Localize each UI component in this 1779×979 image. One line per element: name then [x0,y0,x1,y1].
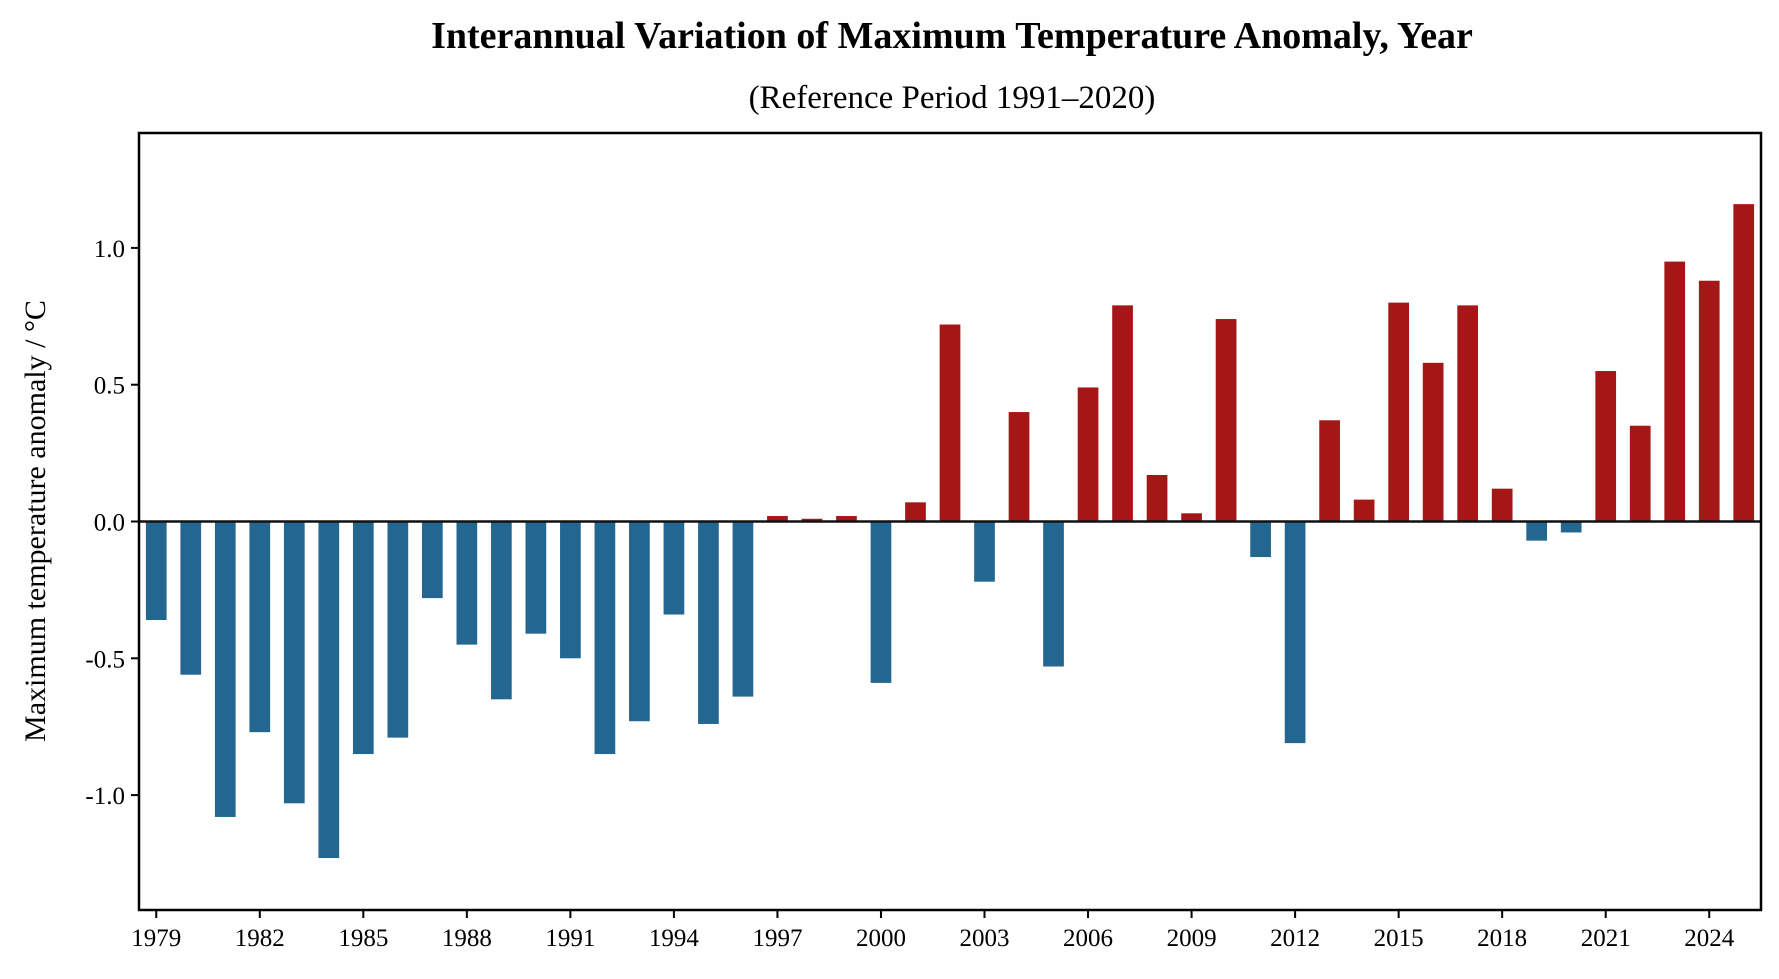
bar-1988 [456,521,478,645]
chart-title: Interannual Variation of Maximum Tempera… [431,15,1473,57]
y-tick-label: 1.0 [94,236,125,263]
bar-2001 [905,502,926,522]
bar-1997 [767,516,788,522]
bar-1983 [283,521,305,804]
y-tick-label: 0.5 [94,373,125,400]
bar-1995 [698,521,719,724]
x-tick-label: 1982 [235,925,285,952]
bar-2023 [1664,261,1686,522]
y-tick-label: -0.5 [85,646,125,673]
bar-1979 [145,521,167,620]
x-tick-label: 2021 [1581,925,1631,952]
bar-1998 [801,518,823,522]
x-tick-label: 2012 [1270,925,1320,952]
x-tick-label: 2024 [1684,925,1735,952]
bar-1991 [560,521,581,659]
bar-2019 [1526,521,1548,541]
bar-2005 [1043,521,1064,667]
x-tick-label: 2000 [856,925,906,952]
bar-2006 [1077,387,1099,522]
bar-2025 [1733,204,1755,522]
y-tick-label: -1.0 [85,783,125,810]
bar-2003 [974,521,995,582]
x-tick-label: 2009 [1167,925,1217,952]
y-ticks: -1.0 -0.5 0.0 0.5 1.0 [85,236,139,810]
bar-1994 [663,521,685,615]
bar-2011 [1250,521,1271,558]
bar-2008 [1146,474,1168,522]
bar-1989 [491,521,512,700]
bar-2016 [1422,362,1444,522]
x-tick-label: 1985 [338,925,388,952]
bar-2015 [1388,302,1409,522]
bars-group [145,204,1755,859]
bar-2000 [870,521,892,683]
chart-subtitle: (Reference Period 1991–2020) [749,80,1156,116]
bar-2004 [1008,412,1030,522]
x-tick-label: 2018 [1477,925,1527,952]
x-tick-label: 2015 [1374,925,1424,952]
x-tick-label: 2003 [960,925,1010,952]
y-axis-label: Maximum temperature anomaly / °C [19,300,52,742]
x-tick-label: 1979 [131,925,181,952]
x-tick-label: 1991 [545,925,595,952]
bar-1992 [594,521,616,755]
bar-2013 [1319,420,1340,522]
bar-2010 [1215,319,1237,522]
bar-2017 [1457,305,1479,522]
bar-2012 [1284,521,1306,744]
bar-1982 [249,521,271,733]
bar-2024 [1698,280,1720,522]
bar-2007 [1112,305,1133,522]
plot-frame [137,131,1763,912]
bar-1990 [525,521,547,634]
bar-1984 [318,521,340,859]
bar-1987 [421,521,443,599]
bar-1985 [352,521,374,755]
bar-1996 [732,521,754,697]
x-tick-label: 2006 [1063,925,1113,952]
bar-2009 [1181,513,1202,522]
bar-2014 [1353,499,1375,522]
bar-1993 [629,521,650,722]
bar-1986 [387,521,409,738]
bar-2020 [1560,521,1582,533]
x-tick-label: 1988 [442,925,492,952]
bar-1980 [180,521,202,675]
bar-1981 [214,521,236,817]
bar-2002 [939,324,961,522]
bar-2018 [1491,488,1513,522]
x-tick-label: 1994 [649,925,700,952]
y-tick-label: 0.0 [94,510,125,537]
bar-2022 [1629,425,1651,522]
bar-1999 [836,516,857,522]
bar-2021 [1595,371,1617,522]
x-ticks: 1979 1982 1985 1988 1991 1994 1997 2000 2003 2006… [131,910,1735,952]
x-tick-label: 1997 [752,925,802,952]
